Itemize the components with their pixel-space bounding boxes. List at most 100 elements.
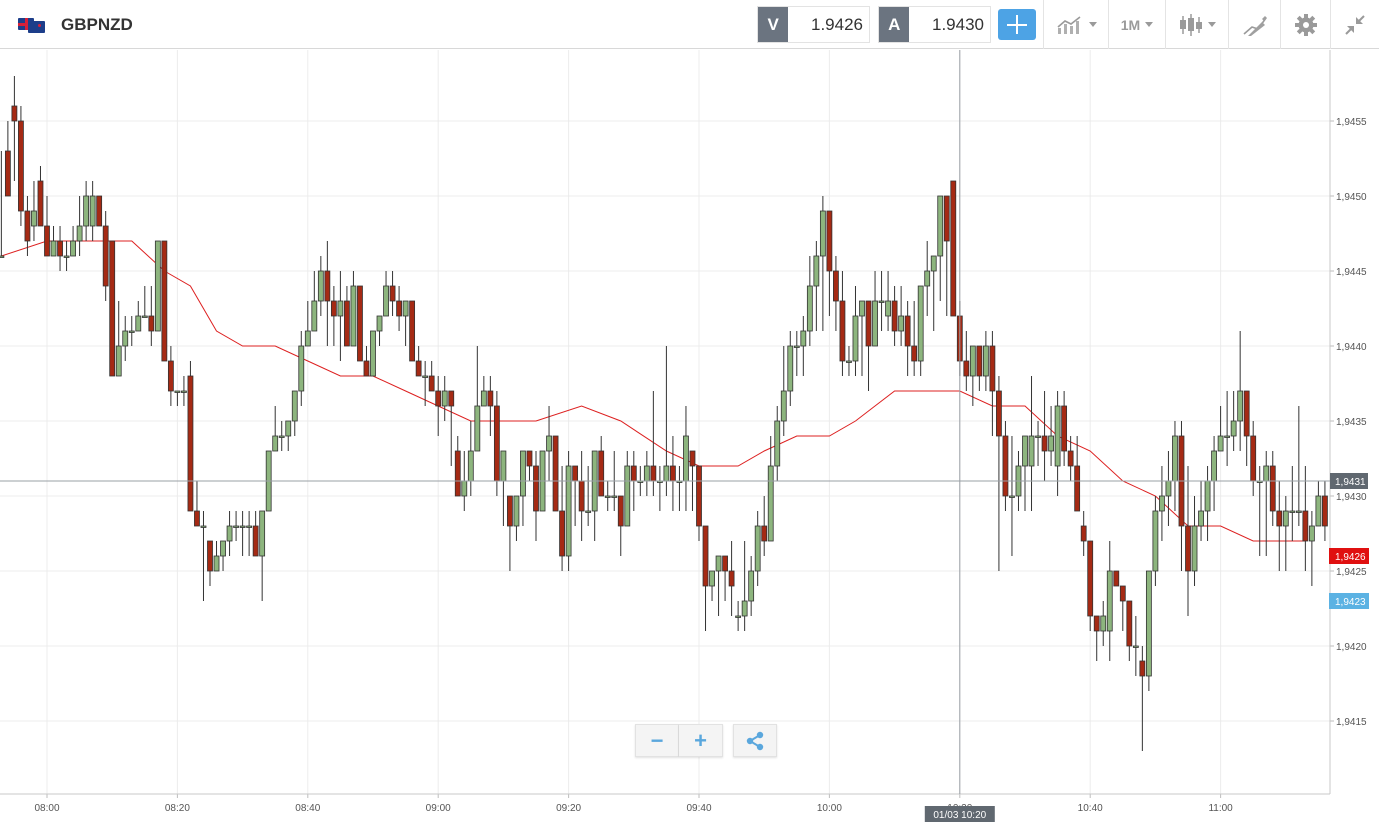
- candle-body: [1022, 435, 1028, 467]
- share-icon: [746, 731, 764, 750]
- candle: [1308, 511, 1315, 586]
- candle-body: [428, 375, 435, 392]
- instrument-selector[interactable]: GBPNZD: [18, 13, 133, 37]
- buy-quote[interactable]: A 1.9430: [878, 6, 991, 43]
- candle-body: [1100, 615, 1107, 632]
- sell-quote[interactable]: V 1.9426: [757, 6, 870, 43]
- candle-body: [859, 300, 865, 317]
- candle: [656, 466, 663, 511]
- share-button[interactable]: [733, 724, 777, 757]
- crosshair-icon[interactable]: [998, 9, 1036, 40]
- candle-body: [963, 360, 970, 377]
- candle-body: [363, 360, 370, 377]
- candle-body: [1080, 525, 1087, 542]
- candle: [604, 481, 611, 511]
- candle-body: [1152, 510, 1159, 572]
- candle: [454, 436, 461, 497]
- x-tick-label: 09:40: [686, 803, 711, 814]
- candle: [520, 450, 526, 526]
- candle-body: [324, 270, 331, 302]
- candle-body: [1269, 465, 1276, 512]
- candle: [793, 331, 800, 376]
- toolbar: GBPNZD V 1.9426 A 1.9430 1M: [0, 0, 1379, 49]
- candle-body: [272, 435, 279, 452]
- candle: [787, 331, 794, 406]
- candle: [128, 316, 135, 346]
- chevron-down-icon: [1207, 22, 1216, 27]
- crosshair-time-tag: [924, 806, 995, 822]
- candle: [559, 466, 565, 571]
- candle: [852, 286, 859, 376]
- candle: [846, 346, 852, 376]
- candle-body: [826, 210, 833, 272]
- candle-body: [872, 300, 878, 347]
- candle-body: [246, 525, 253, 528]
- zoom-in-button[interactable]: +: [679, 724, 723, 757]
- candle-body: [650, 465, 657, 482]
- candle: [122, 316, 129, 361]
- settings-button[interactable]: [1280, 0, 1330, 49]
- candle-body: [924, 270, 931, 287]
- candle-body: [298, 345, 305, 392]
- candle-body: [50, 240, 57, 257]
- candle: [311, 271, 318, 332]
- y-tick-label: 1,9445: [1336, 267, 1367, 278]
- candle: [0, 151, 5, 258]
- candle-body: [63, 255, 70, 258]
- zoom-out-button[interactable]: −: [635, 724, 679, 757]
- candle: [950, 180, 957, 317]
- candle: [1028, 376, 1035, 511]
- minimize-button[interactable]: [1330, 0, 1379, 49]
- candle: [246, 511, 253, 556]
- candle-body: [898, 315, 905, 332]
- candle: [500, 450, 507, 526]
- y-tick-label: 1,9430: [1336, 492, 1367, 503]
- candle: [715, 555, 722, 616]
- candle: [220, 540, 226, 571]
- crosshair-price-label: 1,9431: [1335, 477, 1366, 488]
- candle-body: [624, 465, 631, 527]
- chart-axes: 1,9415 1,9420 1,9425 1,9430 1,9435 1,9440 1,94…: [0, 50, 1367, 814]
- candle: [917, 285, 924, 376]
- candle-body: [617, 495, 624, 527]
- candle-body: [500, 450, 507, 482]
- candle: [546, 406, 552, 481]
- candle-body: [233, 525, 239, 528]
- timeframe-button[interactable]: 1M: [1108, 0, 1165, 49]
- candle-body: [76, 225, 83, 242]
- buy-label: A: [879, 7, 910, 42]
- candle: [1198, 481, 1204, 541]
- candle-body: [552, 435, 559, 512]
- candle: [337, 271, 344, 361]
- x-tick-label: 08:40: [295, 803, 320, 814]
- candle-body: [507, 495, 513, 527]
- candle: [1191, 496, 1198, 586]
- candle: [735, 601, 742, 631]
- candle-style-button[interactable]: [1165, 0, 1228, 49]
- candle: [969, 345, 976, 406]
- candle-body: [1250, 435, 1257, 482]
- draw-tools-button[interactable]: [1228, 0, 1280, 49]
- candle-body: [976, 345, 983, 377]
- crosshair-price-tag: [1330, 473, 1368, 489]
- candle-body: [1295, 510, 1302, 513]
- x-tick-label: 11:00: [1208, 803, 1233, 814]
- candle: [480, 376, 487, 407]
- crosshair-time-label: 01/03 10:20: [933, 810, 986, 821]
- candle: [493, 391, 500, 496]
- candle-body: [774, 420, 781, 467]
- candle: [1263, 451, 1270, 556]
- candle-body: [396, 300, 402, 317]
- candle: [83, 181, 90, 241]
- candle: [50, 226, 57, 257]
- candle-body: [1172, 435, 1178, 482]
- chart-type-button[interactable]: [1043, 0, 1108, 49]
- candle: [389, 271, 396, 316]
- candle: [304, 301, 311, 347]
- candle-body: [611, 495, 618, 498]
- candle: [702, 525, 709, 631]
- candle: [813, 241, 820, 331]
- candle: [1165, 451, 1172, 526]
- instrument-name: GBPNZD: [61, 15, 133, 34]
